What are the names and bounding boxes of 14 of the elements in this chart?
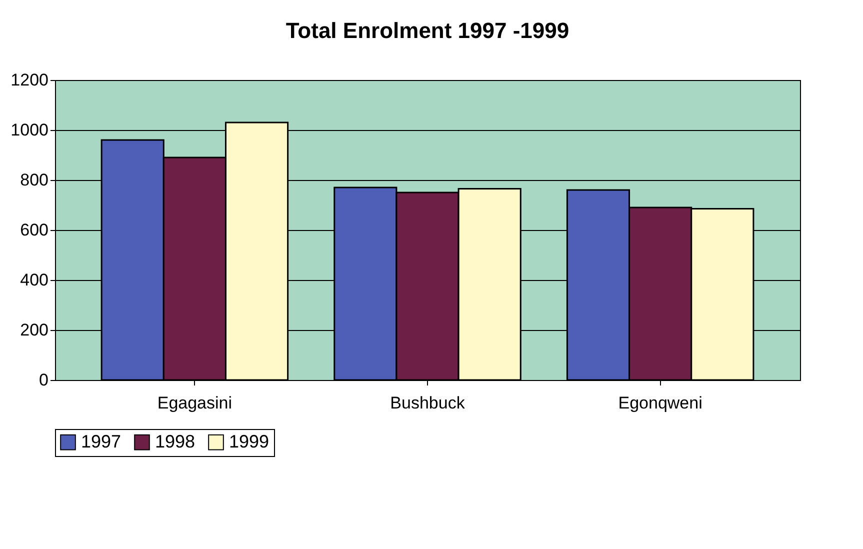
y-tick-label: 600 xyxy=(20,220,48,240)
y-tick-label: 1200 xyxy=(10,70,48,90)
y-tick-label: 400 xyxy=(20,270,48,290)
y-tick-label: 200 xyxy=(20,320,48,340)
chart-title: Total Enrolment 1997 -1999 xyxy=(286,18,570,43)
legend-label: 1997 xyxy=(81,431,122,452)
x-tick-label: Bushbuck xyxy=(390,394,466,412)
x-tick-label: Egonqweni xyxy=(618,394,702,412)
x-tick-label: Egagasini xyxy=(157,394,232,412)
legend-label: 1999 xyxy=(229,431,270,452)
y-tick-label: 0 xyxy=(39,370,48,390)
y-tick-label: 1000 xyxy=(10,120,48,140)
y-tick-label: 800 xyxy=(20,170,48,190)
legend-label: 1998 xyxy=(155,431,196,452)
